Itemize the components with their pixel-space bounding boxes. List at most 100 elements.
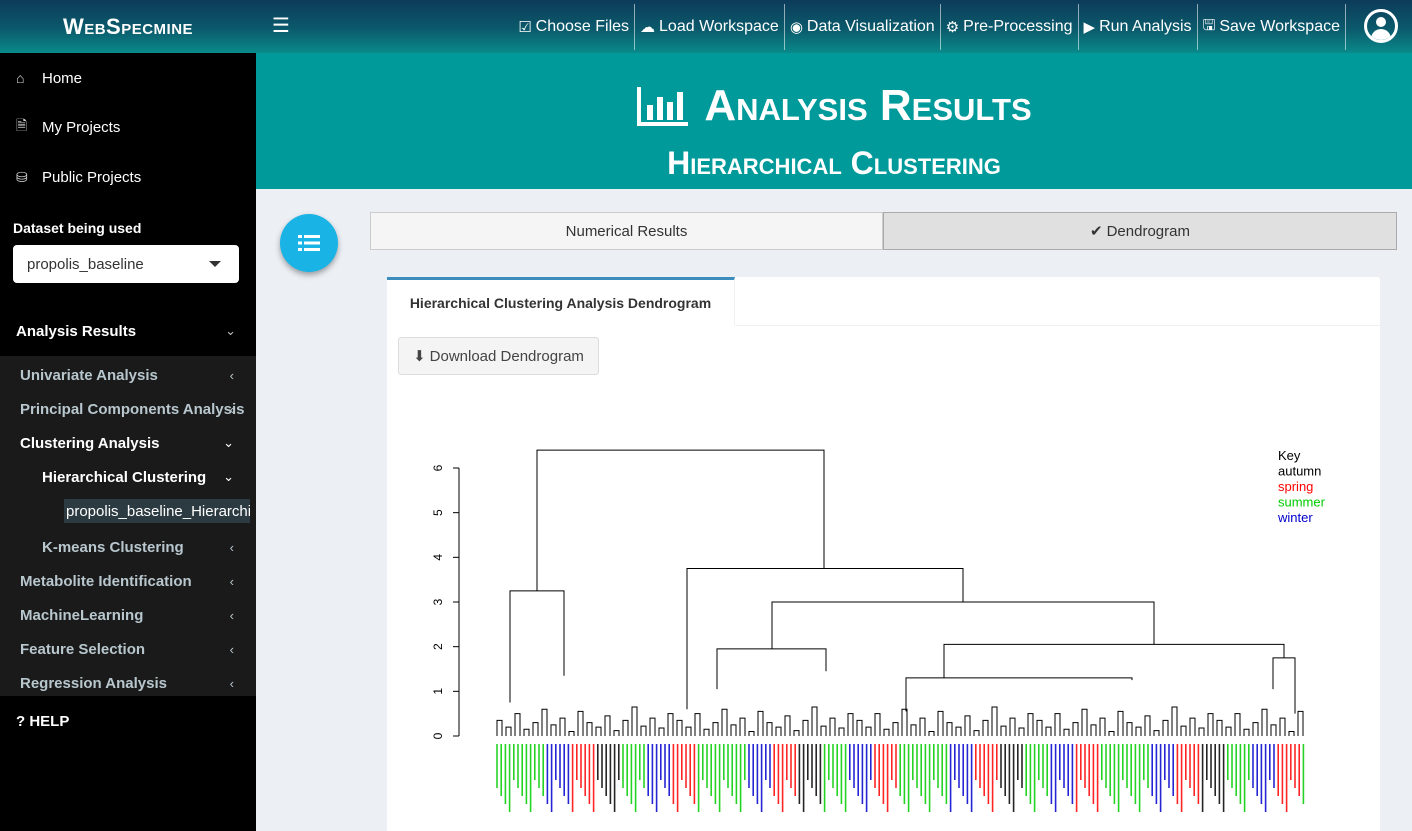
dendrogram-leaf-link — [1144, 715, 1151, 736]
download-dendrogram-button[interactable]: ⬇ Download Dendrogram — [398, 337, 599, 375]
menu-pca[interactable]: Principal Components Analysis ‹ — [20, 392, 256, 426]
sidebar-item-home[interactable]: ⌂ Home — [0, 58, 256, 98]
dendrogram-leaf-link — [883, 728, 890, 736]
dendrogram-leaf-link — [874, 713, 881, 736]
menu-regression-analysis[interactable]: Regression Analysis ‹ — [20, 666, 256, 700]
menu-machine-learning[interactable]: MachineLearning ‹ — [20, 598, 256, 632]
load-workspace-button[interactable]: ☁ Load Workspace — [635, 4, 785, 50]
dendrogram-leaf-link — [1036, 719, 1043, 736]
dendrogram-leaf-link — [892, 722, 899, 736]
menu-metabolite-identification[interactable]: Metabolite Identification ‹ — [20, 564, 256, 598]
data-visualization-button[interactable]: ◉ Data Visualization — [785, 4, 941, 50]
tab-label: Dendrogram — [1106, 222, 1190, 240]
list-toggle-button[interactable] — [280, 214, 338, 272]
legend-entry-spring: spring — [1278, 479, 1313, 494]
dendrogram-leaf-link — [1279, 717, 1286, 736]
dendrogram-leaf-link — [928, 731, 935, 736]
tab-dendrogram[interactable]: ✔ Dendrogram — [883, 212, 1397, 250]
dendrogram-leaf-link — [1270, 724, 1277, 736]
brand-logo[interactable]: WebSpecmine — [62, 13, 194, 39]
dendrogram-leaf-link — [865, 726, 872, 736]
sidebar-item-public-projects[interactable]: ⛁ Public Projects — [0, 157, 256, 197]
menu-feature-selection[interactable]: Feature Selection ‹ — [20, 632, 256, 666]
sidebar-item-label: My Projects — [42, 118, 121, 136]
bar-chart-icon — [636, 85, 690, 127]
dendrogram-leaf-link — [721, 708, 728, 736]
dendrogram-leaf-link — [523, 728, 530, 736]
help-link[interactable]: ? HELP — [16, 713, 70, 730]
menu-hierarchical-clustering[interactable]: Hierarchical Clustering ⌄ — [42, 460, 256, 494]
legend-title: Key — [1278, 448, 1301, 463]
dendrogram-leaf-link — [577, 710, 584, 736]
dataset-label: Dataset being used — [13, 220, 142, 236]
dendrogram-leaf-link — [937, 710, 944, 736]
file-icon: 🗎 — [16, 117, 28, 133]
dendrogram-leaf-link — [1297, 710, 1304, 736]
dendrogram-leaf-link — [622, 719, 629, 736]
dendrogram-leaf-link — [955, 726, 962, 736]
dendrogram-leaf-link — [1243, 728, 1250, 736]
user-avatar-icon[interactable] — [1364, 9, 1398, 43]
play-icon: ▶ — [1083, 19, 1096, 36]
dendrogram-leaf-link — [1180, 725, 1187, 736]
y-tick-label: 3 — [431, 598, 445, 605]
dendrogram-leaf-link — [919, 717, 926, 736]
hamburger-menu-icon[interactable]: ☰ — [272, 14, 290, 37]
content-header: Analysis Results Hierarchical Clustering — [256, 53, 1412, 189]
dendrogram-leaf-link — [1018, 727, 1025, 736]
sidebar-item-my-projects[interactable]: 🗎 My Projects — [0, 107, 256, 147]
choose-files-button[interactable]: ☑ Choose Files — [513, 4, 636, 50]
nav-label: Load Workspace — [659, 18, 779, 35]
menu-clustering-analysis[interactable]: Clustering Analysis ⌄ — [20, 426, 256, 460]
y-tick-label: 4 — [431, 554, 445, 561]
dendrogram-leaf-link — [640, 725, 647, 736]
top-header: WebSpecmine ☰ ☑ Choose Files ☁ Load Worksp… — [0, 0, 1412, 53]
dendrogram-leaf-link — [604, 715, 611, 736]
database-icon: ⛁ — [16, 168, 28, 185]
dendrogram-leaf-link — [820, 725, 827, 736]
button-label: Download Dendrogram — [429, 347, 584, 365]
dendrogram-leaf-link — [1189, 717, 1196, 736]
dendrogram-leaf-link — [1126, 722, 1133, 736]
y-tick-label: 5 — [431, 509, 445, 516]
menu-label: MachineLearning — [20, 606, 144, 624]
check-icon: ✔ — [1090, 223, 1103, 240]
dendrogram-leaf-link — [730, 724, 737, 736]
run-analysis-button[interactable]: ▶ Run Analysis — [1079, 4, 1198, 50]
menu-label: Principal Components Analysis — [20, 400, 245, 418]
dataset-select[interactable]: propolis_baseline — [13, 245, 239, 283]
dendrogram-leaf-link — [1171, 706, 1178, 736]
dendrogram-leaf-link — [712, 722, 719, 736]
page-title: Analysis Results — [256, 81, 1412, 131]
dendrogram-link-root — [536, 449, 825, 591]
dendrogram-leaf-link — [1288, 731, 1295, 736]
dendrogram-leaf-link — [856, 719, 863, 736]
dendrogram-leaf-link — [532, 722, 539, 736]
menu-label: Feature Selection — [20, 640, 146, 658]
dendrogram-leaf-link — [1198, 727, 1205, 736]
menu-univariate-analysis[interactable]: Univariate Analysis ‹ — [20, 358, 256, 392]
nav-label: Save Workspace — [1219, 18, 1340, 35]
dendrogram-leaf-link — [631, 706, 638, 736]
tab-numerical-results[interactable]: Numerical Results — [370, 212, 883, 250]
nav-label: Data Visualization — [806, 18, 935, 35]
menu-kmeans-clustering[interactable]: K-means Clustering ‹ — [42, 530, 256, 564]
chevron-left-icon: ‹ — [229, 401, 234, 417]
analysis-results-menu[interactable]: Analysis Results ⌄ — [0, 311, 256, 351]
dendrogram-leaf-link — [1162, 719, 1169, 736]
dendrogram-panel: Hierarchical Clustering Analysis Dendrog… — [387, 277, 1380, 831]
top-nav: ☑ Choose Files ☁ Load Workspace ◉ Data Visu… — [513, 4, 1346, 50]
dendrogram-leaf-link — [496, 719, 503, 736]
save-workspace-button[interactable]: 🖫 Save Workspace — [1198, 4, 1346, 50]
dendrogram-leaf-link — [541, 708, 548, 736]
dendrogram-leaf-link — [784, 715, 791, 736]
dendrogram-leaf-link — [946, 722, 953, 736]
nav-label: Run Analysis — [1099, 18, 1192, 35]
dendrogram-leaf-link — [1090, 724, 1097, 736]
chevron-left-icon: ‹ — [229, 539, 234, 555]
dendrogram-leaf-link — [1225, 726, 1232, 736]
dendrogram-leaf-link — [757, 710, 764, 736]
pre-processing-button[interactable]: ⚙ Pre-Processing — [941, 4, 1079, 50]
panel-tab-dendrogram[interactable]: Hierarchical Clustering Analysis Dendrog… — [387, 277, 735, 325]
